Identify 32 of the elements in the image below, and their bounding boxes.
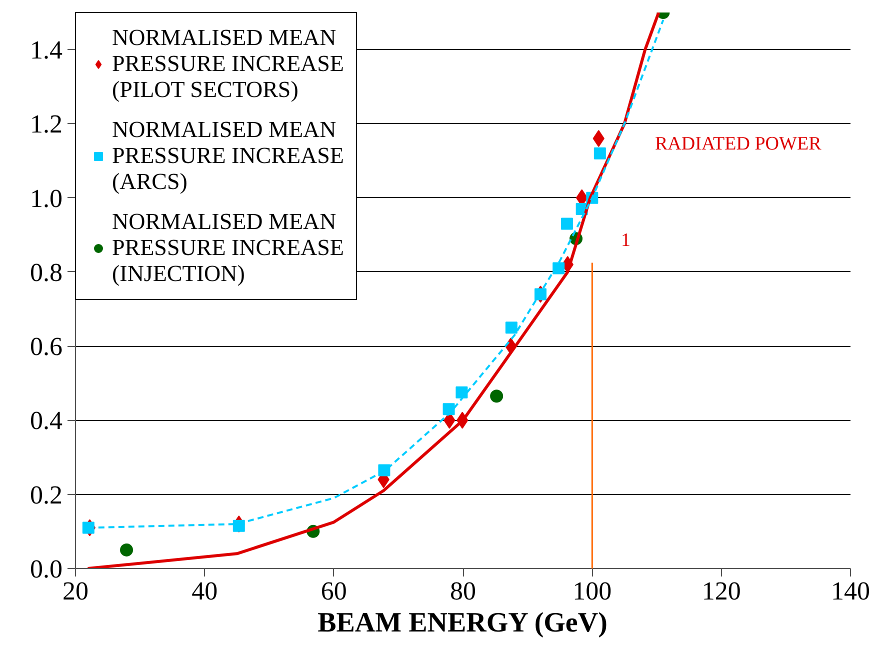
point [560,218,573,230]
x-tick-label: 120 [702,576,741,606]
y-tick-label: 1.2 [30,110,62,139]
legend-label: NORMALISED MEAN PRESSURE INCREASE (ARCS) [112,117,344,195]
point [552,262,565,274]
x-tick-label: 60 [320,576,347,606]
point [534,288,546,300]
y-tick-label: 0.8 [30,258,62,287]
point [456,386,468,398]
legend-label: NORMALISED MEAN PRESSURE INCREASE (INJECTION) [112,209,344,287]
y-tick-label: 1.4 [30,36,62,65]
point [505,322,518,334]
y-tick-label: 1.0 [30,184,62,213]
y-tick-label: 0.2 [30,480,62,510]
x-tick-label: 20 [62,576,88,606]
x-tick-label: 140 [831,576,870,606]
legend-label: NORMALISED MEAN PRESSURE INCREASE (PILOT SECTORS) [112,25,344,103]
x-tick-label: 40 [192,576,218,606]
y-tick-label: 0.6 [30,332,62,362]
annotation: RADIATED POWER [655,133,822,154]
point [82,522,94,534]
point [232,520,245,532]
x-axis-title: BEAM ENERGY (GeV) [318,608,608,638]
x-tick-label: 80 [450,576,476,606]
point [442,403,455,416]
y-tick-label: 0.4 [30,406,62,436]
annotation: 1 [621,230,630,252]
x-tick-label: 100 [572,576,612,606]
point [490,390,504,403]
point [594,147,606,160]
point [120,543,134,556]
y-tick-label: 0.0 [30,554,62,584]
